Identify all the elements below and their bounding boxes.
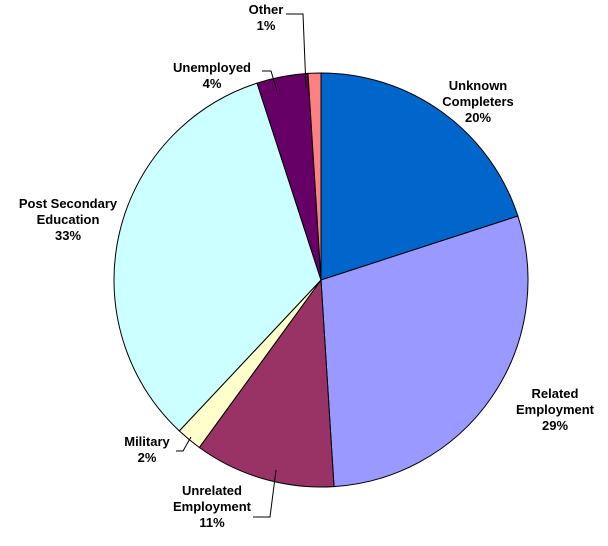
slice-value-label: 11%	[199, 515, 225, 530]
leader-line	[262, 70, 278, 92]
slice-labels: Unknown Completers 20%Related Employment 29%…	[19, 2, 595, 530]
slice-category-label: Military	[124, 434, 170, 449]
slice-category-label: Unrelated	[182, 483, 242, 498]
slice-category-label: Unknown	[449, 78, 508, 93]
pie-slice-unknown-completers	[320, 72, 519, 281]
pie-slice-related-employment	[320, 215, 529, 488]
slice-label: Unknown Completers 20%	[442, 78, 514, 125]
slice-category-label: Other	[249, 2, 284, 17]
pie-slices	[113, 72, 529, 488]
slice-category-label: Unemployed	[173, 60, 251, 75]
slice-label: Unrelated Employment 11%	[173, 483, 252, 530]
pie-slice-unrelated-employment	[198, 278, 335, 488]
slice-label: Post Secondary Education 33%	[19, 196, 118, 243]
leader-line	[176, 436, 192, 452]
slice-category-label: Completers	[442, 94, 514, 109]
slice-label: Military 2%	[124, 434, 170, 465]
slice-value-label: 20%	[465, 110, 491, 125]
slice-category-label: Employment	[516, 402, 595, 417]
slice-value-label: 4%	[203, 76, 222, 91]
slice-label: Related Employment 29%	[516, 386, 595, 433]
slice-value-label: 33%	[55, 228, 81, 243]
pie-slice-post-secondary-education	[113, 82, 322, 432]
pie-slice-other	[307, 72, 322, 281]
leader-lines	[176, 13, 307, 518]
slice-label: Unemployed 4%	[173, 60, 251, 91]
slice-value-label: 1%	[257, 18, 276, 33]
slice-category-label: Education	[37, 212, 100, 227]
slice-value-label: 29%	[542, 418, 568, 433]
slice-category-label: Post Secondary	[19, 196, 118, 211]
slice-category-label: Related	[532, 386, 579, 401]
leader-line	[253, 469, 277, 518]
slice-value-label: 2%	[138, 450, 157, 465]
slice-label: Other 1%	[249, 2, 284, 33]
leader-line	[286, 13, 307, 89]
slice-category-label: Employment	[173, 499, 252, 514]
